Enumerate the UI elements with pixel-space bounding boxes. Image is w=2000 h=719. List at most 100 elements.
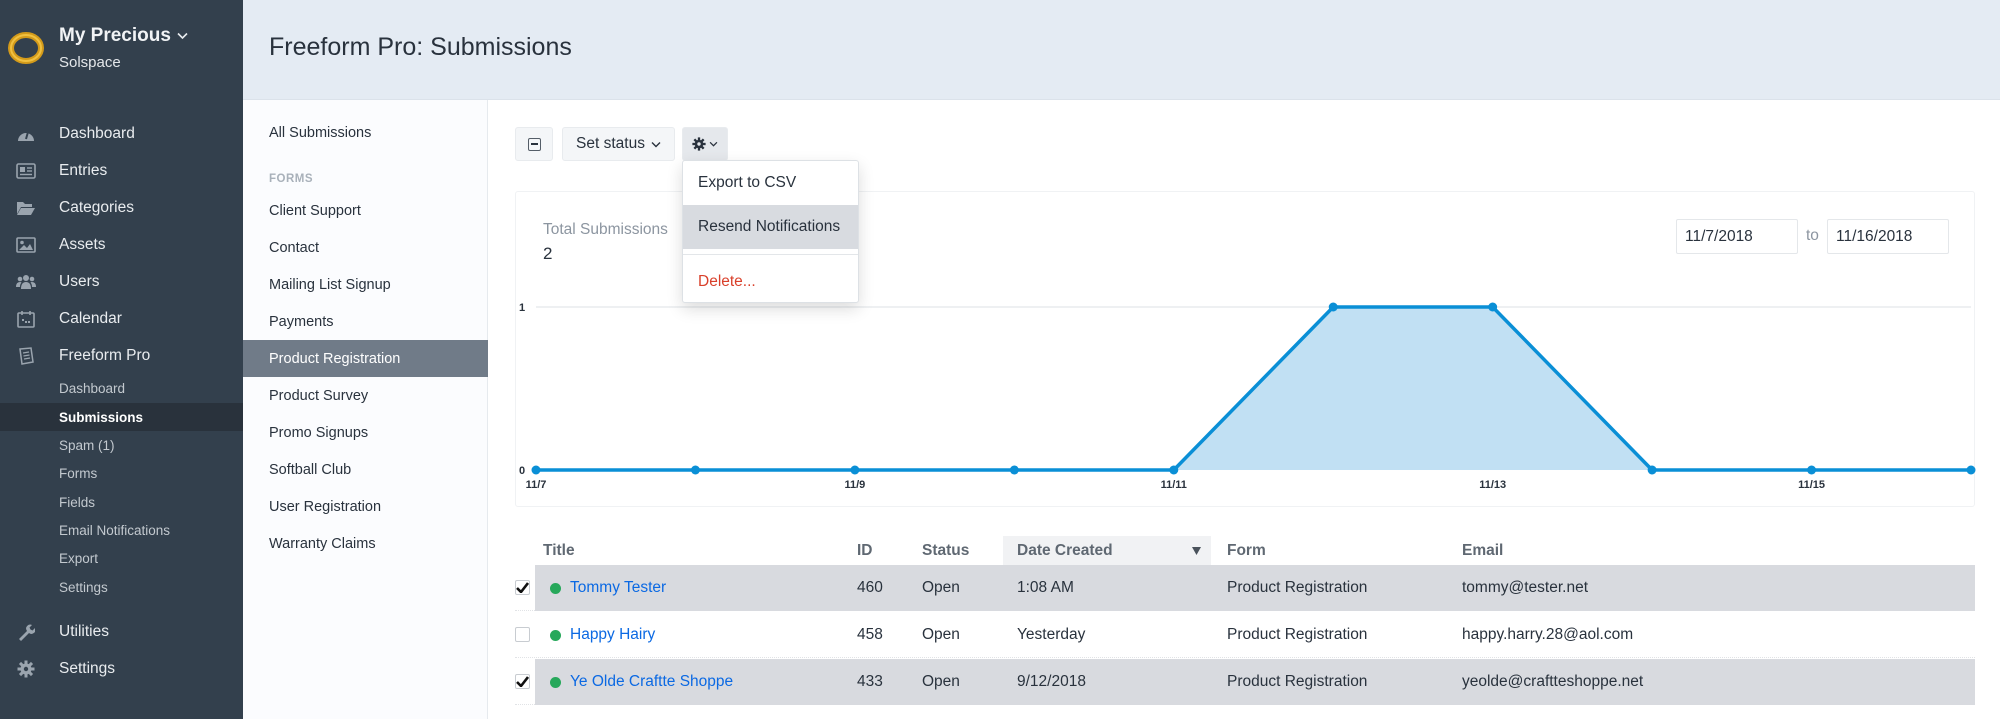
subnav-form-client-support[interactable]: Client Support bbox=[269, 202, 361, 219]
email-cell: happy.harry.28@aol.com bbox=[1462, 626, 1634, 643]
folder-open-icon bbox=[16, 198, 36, 218]
column-header-date-created[interactable]: Date Created bbox=[1003, 536, 1211, 565]
svg-text:11/13: 11/13 bbox=[1479, 479, 1506, 491]
title-cell: Tommy Tester bbox=[550, 565, 666, 611]
row-selected-highlight bbox=[535, 659, 1975, 705]
actions-menu-button[interactable] bbox=[682, 127, 728, 161]
wrench-icon bbox=[16, 622, 36, 642]
id-cell: 458 bbox=[857, 626, 883, 643]
sidebar-subitem-dashboard[interactable]: Dashboard bbox=[59, 380, 126, 396]
subnav-form-product-survey[interactable]: Product Survey bbox=[269, 387, 369, 404]
svg-text:11/15: 11/15 bbox=[1798, 479, 1825, 491]
id-cell: 433 bbox=[857, 673, 883, 690]
status-cell: Open bbox=[922, 673, 960, 690]
sidebar-item-calendar[interactable]: Calendar bbox=[0, 300, 243, 337]
column-header-id[interactable]: ID bbox=[857, 541, 873, 559]
sidebar-item-users[interactable]: Users bbox=[0, 263, 243, 300]
sidebar-item-utilities[interactable]: Utilities bbox=[0, 613, 243, 650]
svg-text:0: 0 bbox=[519, 465, 525, 477]
page-title: Freeform Pro: Submissions bbox=[269, 33, 572, 61]
date-created-cell: 1:08 AM bbox=[1017, 579, 1074, 596]
site-name[interactable]: My Precious bbox=[59, 25, 188, 47]
checkmark-icon bbox=[516, 582, 529, 593]
sidebar-subitem-export[interactable]: Export bbox=[59, 550, 99, 566]
email-cell: yeolde@craftteshoppe.net bbox=[1462, 673, 1644, 690]
total-submissions-label: Total Submissions bbox=[543, 221, 668, 238]
ring-logo-icon bbox=[8, 32, 44, 64]
row-selected-highlight bbox=[535, 565, 1975, 611]
sidebar-item-categories[interactable]: Categories bbox=[0, 189, 243, 226]
sidebar-subitem-settings[interactable]: Settings bbox=[59, 579, 108, 595]
gauge-icon bbox=[16, 124, 36, 144]
form-cell: Product Registration bbox=[1227, 626, 1368, 643]
minus-icon bbox=[527, 137, 541, 151]
sidebar-subitem-email-notifications[interactable]: Email Notifications bbox=[59, 522, 171, 538]
subnav-form-product-registration[interactable]: Product Registration bbox=[243, 340, 488, 377]
form-cell: Product Registration bbox=[1227, 579, 1368, 596]
forms-heading: FORMS bbox=[269, 173, 314, 185]
column-header-form[interactable]: Form bbox=[1227, 541, 1266, 559]
svg-text:11/9: 11/9 bbox=[844, 479, 865, 491]
email-cell: tommy@tester.net bbox=[1462, 579, 1588, 596]
form-cell: Product Registration bbox=[1227, 673, 1368, 690]
actions-dropdown-menu: Export to CSV Resend Notifications Delet… bbox=[682, 160, 859, 303]
menu-item-export-csv[interactable]: Export to CSV bbox=[698, 174, 797, 191]
checkmark-icon bbox=[516, 676, 529, 687]
subnav-form-payments[interactable]: Payments bbox=[269, 313, 334, 330]
date-created-cell: Yesterday bbox=[1017, 626, 1086, 643]
subnav-form-mailing-list-signup[interactable]: Mailing List Signup bbox=[269, 276, 391, 293]
row-checkbox[interactable] bbox=[515, 674, 530, 689]
select-all-checkbox[interactable] bbox=[515, 127, 553, 161]
set-status-button[interactable]: Set status bbox=[562, 127, 675, 161]
sidebar-item-entries[interactable]: Entries bbox=[0, 152, 243, 189]
submission-title-link[interactable]: Happy Hairy bbox=[570, 626, 656, 643]
table-row[interactable]: Ye Olde Craftte Shoppe 433 Open 9/12/2018 Pr… bbox=[515, 659, 1975, 705]
status-cell: Open bbox=[922, 626, 960, 643]
subnav-form-softball-club[interactable]: Softball Club bbox=[269, 461, 352, 478]
sidebar-item-freeform-pro[interactable]: Freeform Pro bbox=[0, 337, 243, 374]
menu-item-delete[interactable]: Delete... bbox=[698, 273, 756, 290]
date-range-separator: to bbox=[1806, 227, 1819, 244]
column-header-title[interactable]: Title bbox=[543, 541, 575, 559]
image-icon bbox=[16, 235, 36, 255]
sidebar-subitem-spam[interactable]: Spam (1) bbox=[59, 437, 115, 453]
sidebar-subitem-fields[interactable]: Fields bbox=[59, 494, 96, 510]
column-header-status[interactable]: Status bbox=[922, 541, 970, 559]
chevron-down-icon bbox=[177, 32, 188, 40]
sidebar-item-dashboard[interactable]: Dashboard bbox=[0, 115, 243, 152]
submission-title-link[interactable]: Ye Olde Craftte Shoppe bbox=[570, 673, 734, 690]
date-from-input[interactable] bbox=[1676, 219, 1798, 254]
page-header: Freeform Pro: Submissions bbox=[243, 0, 2000, 100]
sort-desc-icon bbox=[1192, 546, 1201, 555]
freeform-icon bbox=[16, 346, 36, 366]
sidebar-subitem-submissions[interactable]: Submissions bbox=[0, 403, 243, 431]
title-cell: Ye Olde Craftte Shoppe bbox=[550, 659, 733, 705]
newspaper-icon bbox=[16, 161, 36, 181]
id-cell: 460 bbox=[857, 579, 883, 596]
forms-subnav: All Submissions FORMS Client Support Con… bbox=[243, 100, 488, 719]
total-submissions-value: 2 bbox=[543, 244, 553, 263]
row-checkbox[interactable] bbox=[515, 580, 530, 595]
submission-title-link[interactable]: Tommy Tester bbox=[570, 579, 667, 596]
title-cell: Happy Hairy bbox=[550, 612, 655, 658]
table-row[interactable]: Happy Hairy 458 Open Yesterday Product Regis… bbox=[515, 612, 1975, 658]
svg-text:11/11: 11/11 bbox=[1161, 479, 1187, 491]
site-switcher[interactable]: My Precious Solspace bbox=[0, 0, 243, 100]
row-checkbox[interactable] bbox=[515, 627, 530, 642]
sidebar-subitem-forms[interactable]: Forms bbox=[59, 465, 98, 481]
subnav-form-contact[interactable]: Contact bbox=[269, 239, 319, 256]
subnav-form-warranty-claims[interactable]: Warranty Claims bbox=[269, 535, 376, 552]
menu-item-resend-notifications[interactable]: Resend Notifications bbox=[683, 205, 858, 249]
subnav-form-user-registration[interactable]: User Registration bbox=[269, 498, 382, 515]
menu-divider bbox=[683, 254, 858, 255]
sidebar-item-assets[interactable]: Assets bbox=[0, 226, 243, 263]
gear-icon bbox=[16, 659, 36, 679]
svg-text:1: 1 bbox=[519, 302, 525, 314]
subnav-all-submissions[interactable]: All Submissions bbox=[269, 124, 372, 141]
date-to-input[interactable] bbox=[1827, 219, 1949, 254]
table-row[interactable]: Tommy Tester 460 Open 1:08 AM Product Regist… bbox=[515, 565, 1975, 611]
status-cell: Open bbox=[922, 579, 960, 596]
column-header-email[interactable]: Email bbox=[1462, 541, 1504, 559]
sidebar-item-settings[interactable]: Settings bbox=[0, 650, 243, 687]
subnav-form-promo-signups[interactable]: Promo Signups bbox=[269, 424, 369, 441]
